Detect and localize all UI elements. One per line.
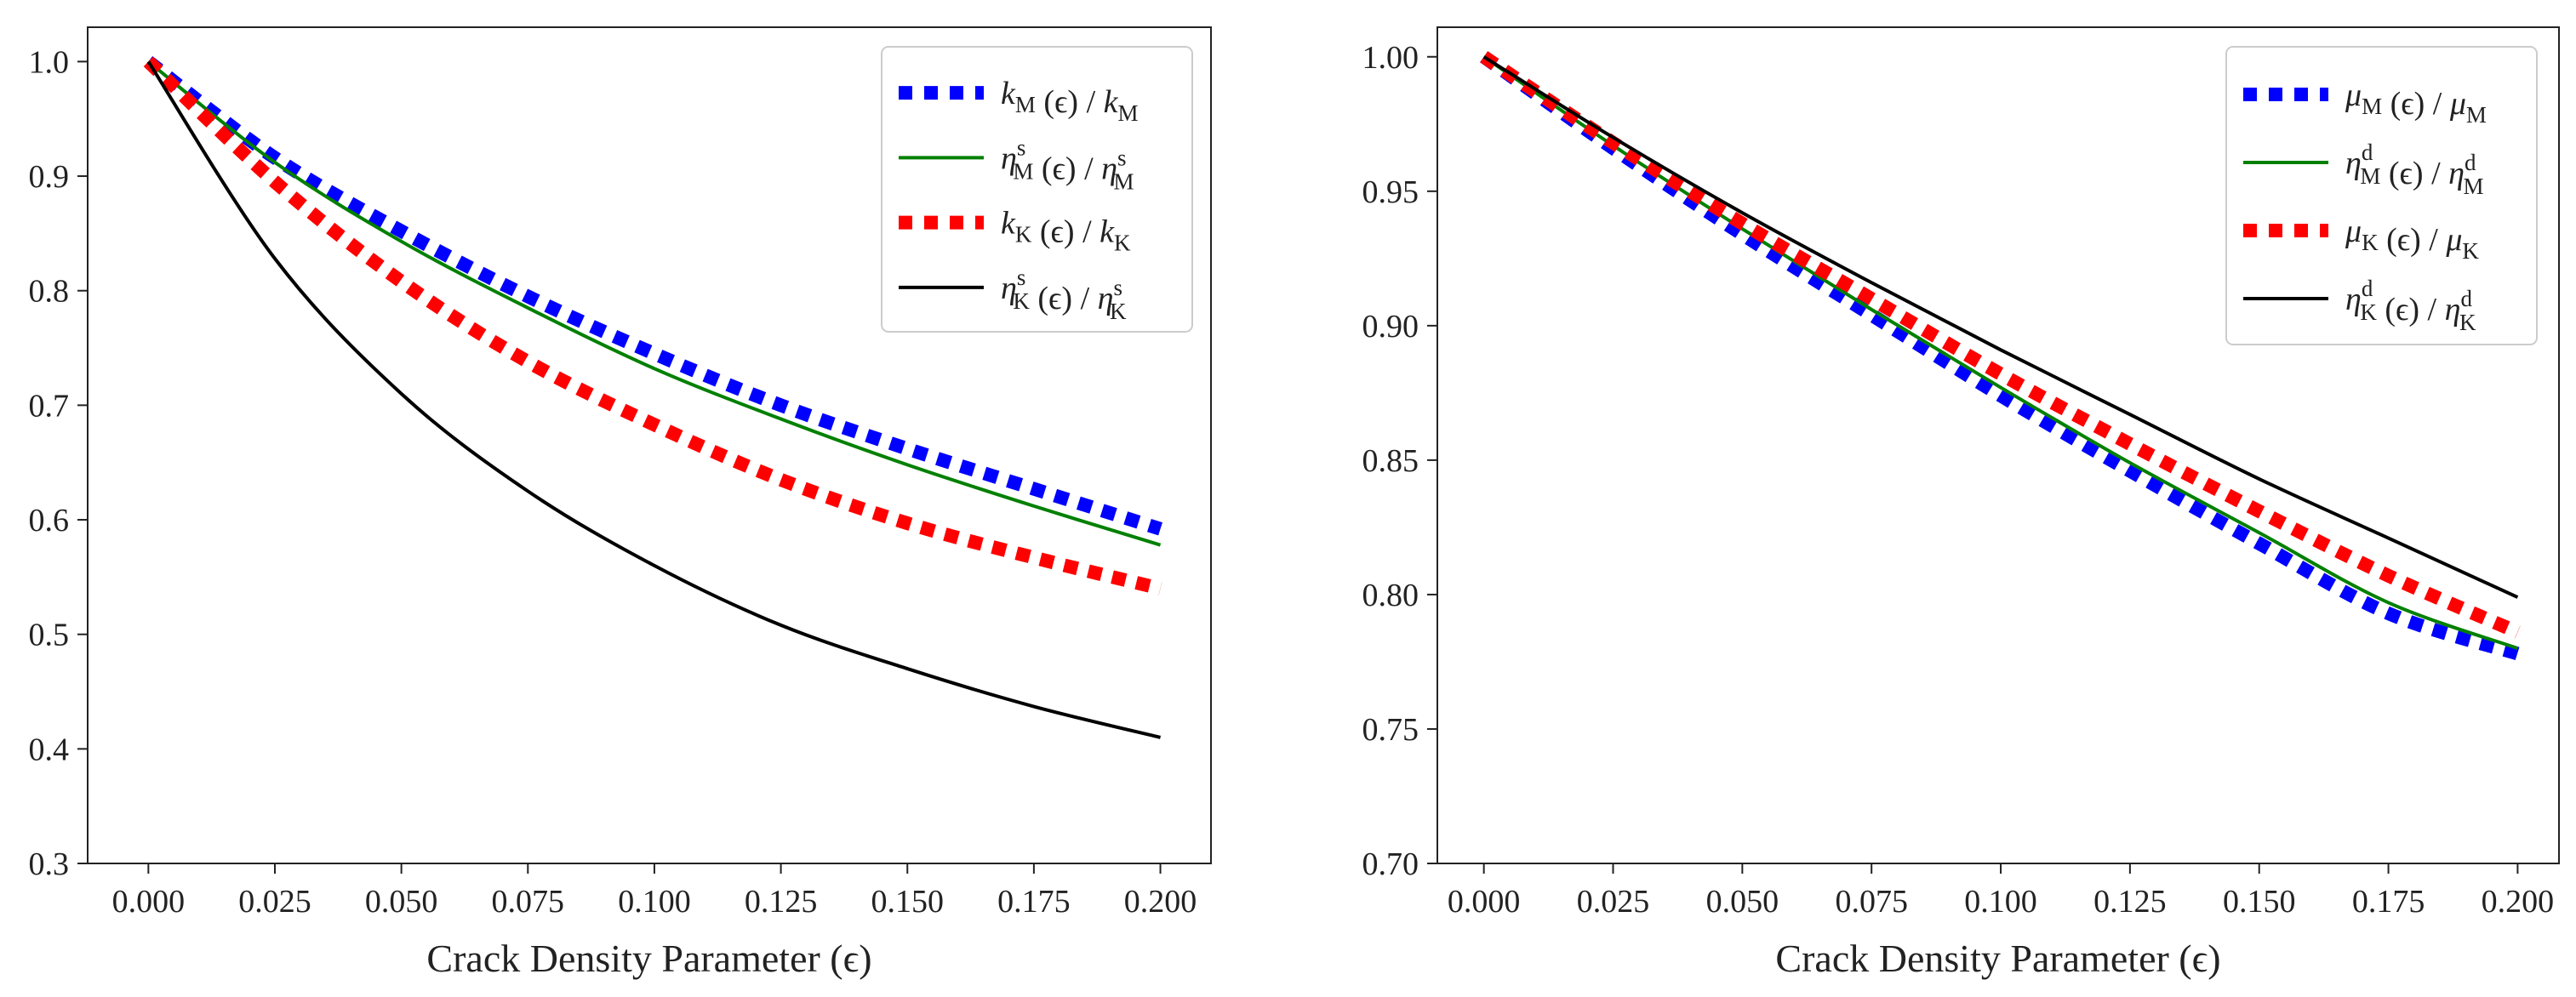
x-axis-label: Crack Density Parameter (ϵ) [1775, 937, 2220, 980]
y-tick-label: 0.70 [1362, 846, 1419, 882]
y-tick-label: 0.75 [1362, 712, 1419, 748]
y-tick-label: 0.3 [29, 846, 70, 882]
legend-label-1: μM (ϵ) / μM [2345, 77, 2487, 128]
x-tick-label: 0.050 [1706, 884, 1779, 920]
plot-frame [1437, 26, 2560, 864]
x-tick-label: 0.075 [492, 884, 565, 920]
y-tick-label: 0.5 [29, 618, 70, 653]
legend-label-3: kK (ϵ) / kK [1001, 206, 1131, 256]
legend: μM (ϵ) / μM ηd M (ϵ) / ηd M μK (ϵ) / μK ηd K (… [2225, 46, 2538, 345]
y-tick-label: 0.9 [29, 159, 70, 195]
x-tick-label: 0.100 [618, 884, 691, 920]
x-tick-label: 0.175 [2352, 884, 2425, 920]
y-tick-label: 0.4 [29, 732, 70, 767]
series-line-3 [1480, 51, 2521, 639]
series-line-3 [143, 56, 1162, 595]
plot-area [1480, 51, 2521, 661]
legend: kM (ϵ) / kM ηs M (ϵ) / ηs M kK (ϵ) / kK ηs K (… [881, 46, 1193, 333]
legend-label-2: ηd M (ϵ) / ηd M [2345, 140, 2484, 199]
x-tick-label: 0.075 [1835, 884, 1908, 920]
y-tick-label: 0.90 [1362, 309, 1419, 345]
x-tick-label: 0.025 [238, 884, 311, 920]
y-tick-label: 1.00 [1362, 40, 1419, 76]
legend-label-1: kM (ϵ) / kM [1001, 76, 1139, 126]
y-tick-label: 0.7 [29, 388, 70, 424]
x-tick-label: 0.050 [365, 884, 438, 920]
x-tick-label: 0.125 [2093, 884, 2167, 920]
x-axis-label: Crack Density Parameter (ϵ) [426, 937, 871, 980]
x-tick-label: 0.175 [997, 884, 1071, 920]
chart-2: 0.000 0.025 0.050 0.075 0.100 0.125 0.150 0.175… [1362, 26, 2560, 980]
legend-label-3: μK (ϵ) / μK [2345, 214, 2479, 264]
x-tick-label: 0.200 [1124, 884, 1197, 920]
y-tick-label: 0.95 [1362, 174, 1419, 210]
series-line-2 [147, 60, 1162, 547]
series-line-4 [1482, 55, 2519, 599]
x-tick-label: 0.125 [745, 884, 818, 920]
chart-1: 0.000 0.025 0.050 0.075 0.100 0.125 0.150 0.175… [29, 26, 1212, 980]
legend-box [2225, 46, 2538, 345]
x-tick-label: 0.100 [1964, 884, 2037, 920]
x-tick-label: 0.200 [2482, 884, 2555, 920]
y-tick-label: 0.80 [1362, 578, 1419, 613]
legend-box [881, 46, 1193, 333]
legend-label-4: ηs K (ϵ) / ηs K [1001, 265, 1127, 324]
plot-area [143, 56, 1162, 739]
x-tick-label: 0.150 [871, 884, 944, 920]
x-tick-label: 0.000 [1448, 884, 1521, 920]
series-line-4 [146, 60, 1162, 739]
legend-label-4: ηd K (ϵ) / ηd K [2345, 276, 2476, 335]
x-tick-label: 0.000 [112, 884, 186, 920]
y-tick-label: 0.85 [1362, 443, 1419, 479]
x-tick-label: 0.025 [1577, 884, 1650, 920]
legend-label-2: ηs M (ϵ) / ηs M [1001, 134, 1134, 194]
plot-frame [87, 26, 1212, 864]
y-tick-label: 0.8 [29, 274, 70, 310]
y-tick-label: 0.6 [29, 503, 70, 538]
y-tick-label: 1.0 [29, 44, 70, 80]
x-tick-label: 0.150 [2223, 884, 2296, 920]
series-line-1 [144, 56, 1162, 536]
